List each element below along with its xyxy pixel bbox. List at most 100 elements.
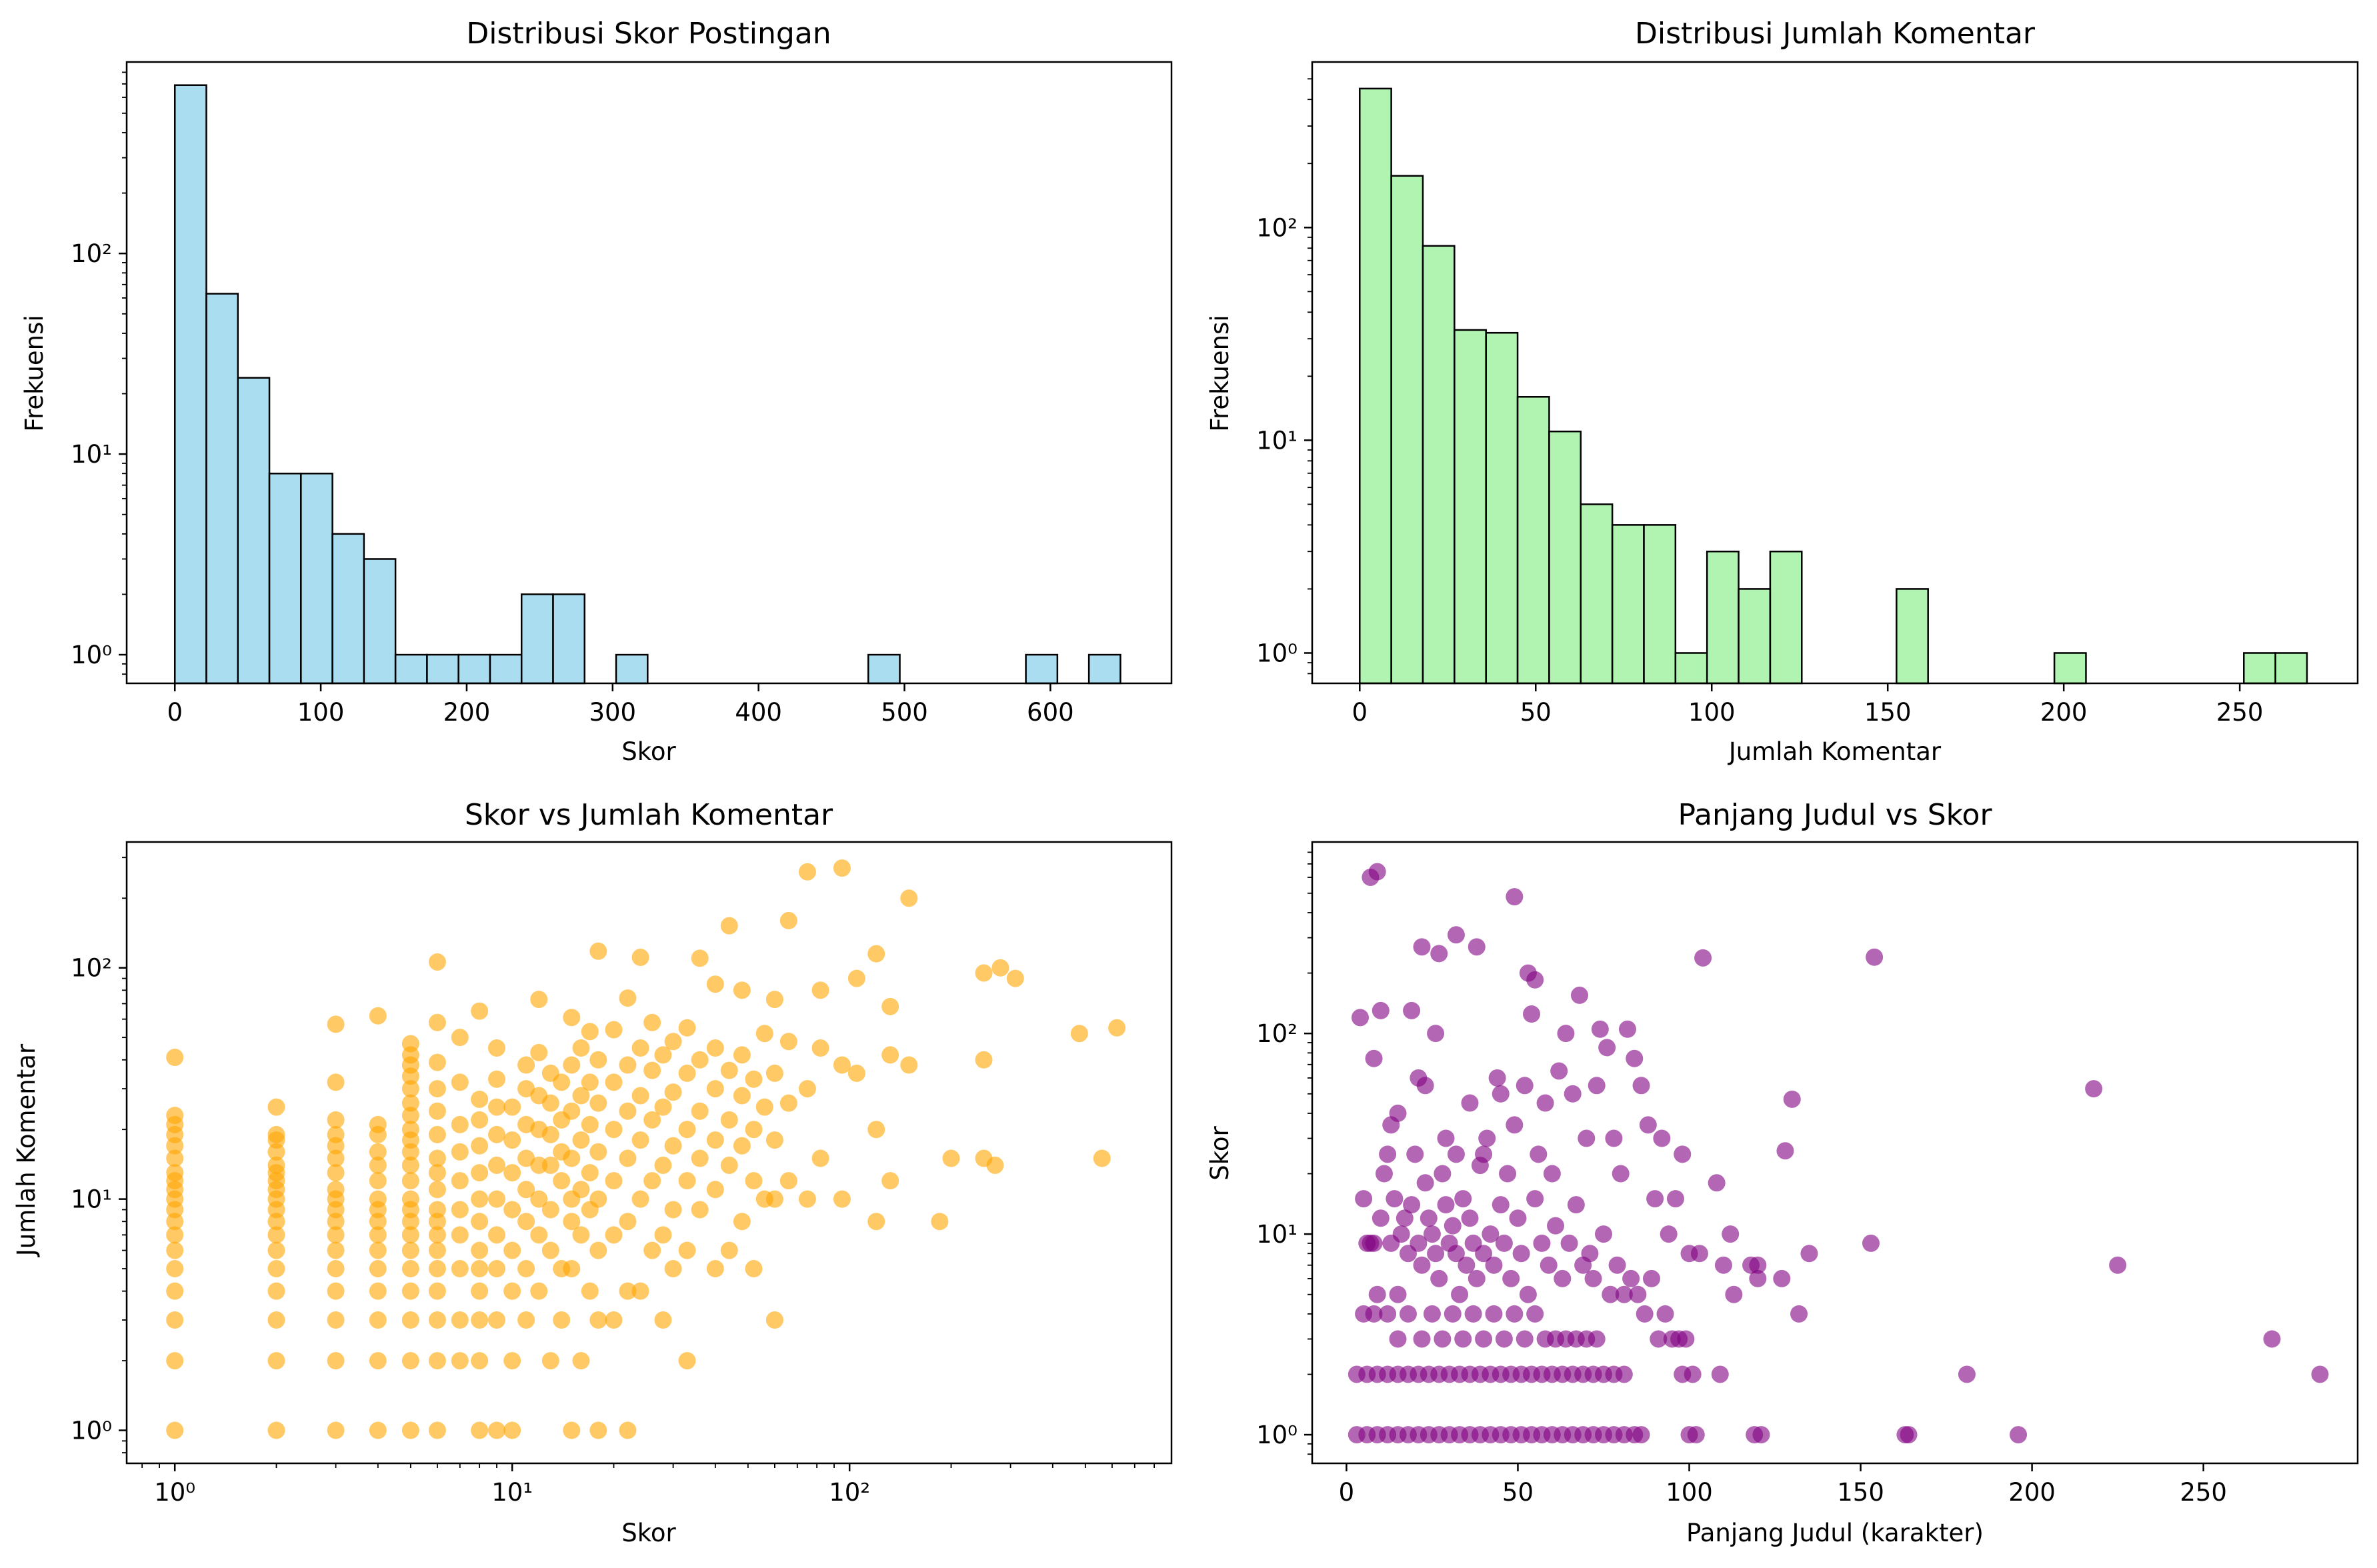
scatter-point xyxy=(327,1073,345,1091)
scatter-point xyxy=(706,1080,724,1098)
scatter-point xyxy=(1560,1234,1578,1252)
scatter-point xyxy=(267,1282,285,1300)
scatter-point xyxy=(1598,1039,1616,1057)
scatter-point xyxy=(900,1056,918,1074)
scatter-point xyxy=(451,1260,469,1278)
scatter-point xyxy=(833,1056,851,1074)
scatter-point xyxy=(1389,1104,1407,1122)
x-tick-label: 400 xyxy=(735,698,782,727)
scatter-point xyxy=(589,942,607,960)
scatter-point xyxy=(631,949,649,967)
x-tick-label: 200 xyxy=(2008,1478,2056,1507)
scatter-point xyxy=(1629,1285,1647,1303)
scatter-point xyxy=(401,1080,419,1098)
scatter-point xyxy=(1413,1330,1431,1348)
scatter-point xyxy=(654,1226,672,1244)
scatter-point xyxy=(267,1098,285,1116)
y-tick-label: 10² xyxy=(71,954,112,983)
scatter-point xyxy=(369,1241,387,1259)
scatter-point xyxy=(1379,1305,1397,1323)
scatter-point xyxy=(755,1098,773,1116)
scatter-point xyxy=(451,1073,469,1091)
scatter-point xyxy=(401,1190,419,1208)
scatter-point xyxy=(1526,971,1544,989)
scatter-point xyxy=(1588,1077,1606,1095)
x-tick-label: 600 xyxy=(1027,698,1074,727)
histogram-bar xyxy=(1548,430,1582,685)
scatter-point xyxy=(654,1046,672,1064)
chart-title: Distribusi Skor Postingan xyxy=(466,17,831,51)
scatter-point xyxy=(401,1260,419,1278)
scatter-point xyxy=(503,1352,521,1370)
scatter-point xyxy=(1396,1209,1414,1227)
scatter-point xyxy=(503,1241,521,1259)
y-axis-label: Skor xyxy=(1206,1125,1234,1180)
histogram-bar xyxy=(520,593,554,685)
scatter-point xyxy=(1605,1129,1623,1147)
y-axis-label: Jumlah Komentar xyxy=(12,1043,41,1257)
y-tick-label: 10² xyxy=(71,239,112,268)
scatter-point xyxy=(428,1352,446,1370)
scatter-point xyxy=(1485,1305,1503,1323)
scatter-point xyxy=(654,1156,672,1174)
scatter-point xyxy=(428,1164,446,1182)
scatter-point xyxy=(619,1056,637,1074)
scatter-point xyxy=(1516,1330,1534,1348)
scatter-point xyxy=(1584,1269,1602,1287)
scatter-point xyxy=(1488,1069,1506,1087)
scatter-point xyxy=(1543,1165,1561,1183)
scatter-point xyxy=(471,1111,489,1129)
histogram-bar xyxy=(489,653,523,685)
scatter-point xyxy=(691,1149,709,1167)
axis-ticks: 0 100 200 300 400 500 600 10⁰ 10¹ 10² xyxy=(71,71,1074,727)
histogram-bar xyxy=(1025,653,1059,685)
scatter-point xyxy=(451,1352,469,1370)
scatter-point xyxy=(553,1073,571,1091)
scatter-point xyxy=(1509,1209,1527,1227)
x-tick-label: 150 xyxy=(1837,1478,1884,1507)
scatter-point xyxy=(706,1260,724,1278)
scatter-point xyxy=(1447,1145,1465,1163)
scatter-point xyxy=(631,1087,649,1105)
scatter-point xyxy=(517,1260,535,1278)
scatter-point xyxy=(267,1226,285,1244)
scatter-point xyxy=(589,1143,607,1161)
scatter-point xyxy=(654,1311,672,1329)
scatter-point xyxy=(664,1260,682,1278)
scatter-point xyxy=(471,1002,489,1020)
x-tick-label: 50 xyxy=(1502,1478,1534,1507)
scatter-point xyxy=(720,1111,738,1129)
scatter-point xyxy=(503,1131,521,1149)
x-axis-label: Skor xyxy=(621,737,676,766)
scatter-point xyxy=(745,1260,763,1278)
scatter-point xyxy=(1492,1085,1510,1103)
scatter-point xyxy=(1581,1245,1599,1263)
scatter-point xyxy=(1458,1256,1476,1274)
scatter-point xyxy=(1403,1196,1421,1214)
scatter-point xyxy=(678,1352,696,1370)
scatter-point xyxy=(267,1125,285,1143)
scatter-point xyxy=(401,1094,419,1112)
chart-title-length-vs-score: Panjang Judul vs Skor Panjang Judul (kar… xyxy=(1206,798,2359,1547)
scatter-point xyxy=(589,1241,607,1259)
scatter-point xyxy=(779,1033,797,1051)
scatter-point xyxy=(166,1107,184,1125)
scatter-point xyxy=(643,1241,661,1259)
axis-ticks: 0 50 100 150 200 250 10⁰ 10¹ 10² xyxy=(1256,78,2263,727)
scatter-point xyxy=(166,1311,184,1329)
scatter-point xyxy=(654,1098,672,1116)
scatter-point xyxy=(1749,1269,1767,1287)
scatter-point xyxy=(1447,1245,1465,1263)
scatter-point xyxy=(471,1164,489,1182)
scatter-point xyxy=(1790,1305,1808,1323)
scatter-point xyxy=(369,1172,387,1190)
scatter-point xyxy=(471,1352,489,1370)
scatter-point xyxy=(833,1190,851,1208)
scatter-point xyxy=(488,1039,506,1057)
scatter-point xyxy=(765,1131,783,1149)
scatter-point xyxy=(765,1311,783,1329)
scatter-point xyxy=(706,1181,724,1199)
scatter-point xyxy=(1594,1225,1612,1243)
scatter-point xyxy=(1677,1330,1695,1348)
scatter-point xyxy=(428,1149,446,1167)
